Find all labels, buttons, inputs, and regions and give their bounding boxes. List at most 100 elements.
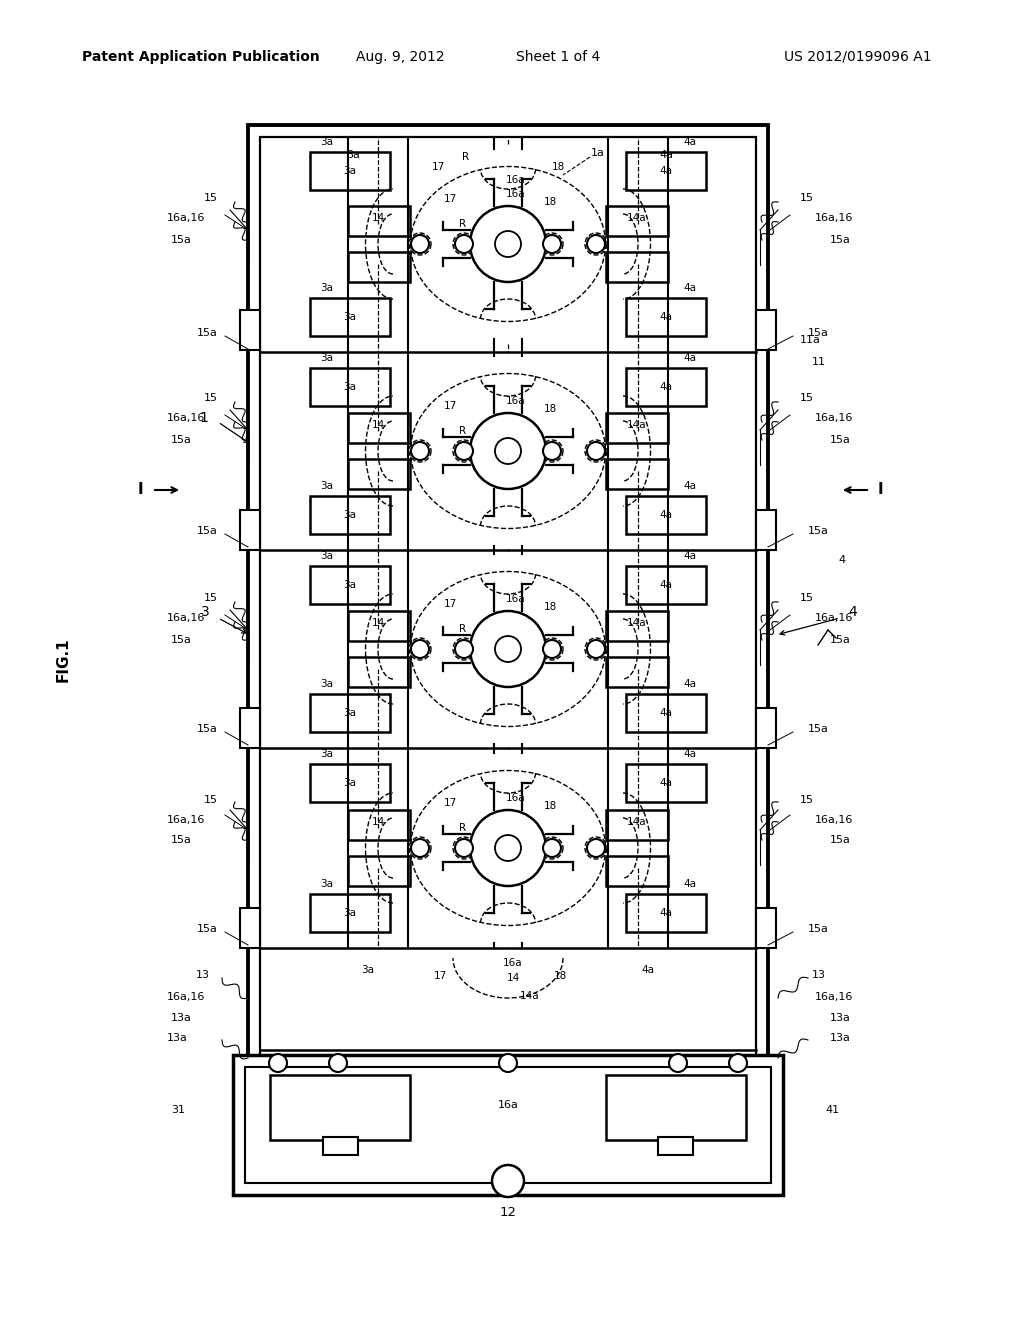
Text: 15a: 15a <box>198 723 218 734</box>
Text: 3a: 3a <box>343 166 356 176</box>
Text: 4a: 4a <box>683 282 696 293</box>
Text: 3a: 3a <box>319 748 333 759</box>
Text: 3a: 3a <box>319 879 333 888</box>
Bar <box>348 459 410 488</box>
Circle shape <box>729 1053 746 1072</box>
Bar <box>240 510 260 550</box>
Text: 17: 17 <box>443 599 457 609</box>
Bar <box>348 810 410 840</box>
Bar <box>233 1055 783 1195</box>
Text: 18: 18 <box>544 404 557 414</box>
Text: FIG.1: FIG.1 <box>55 638 71 682</box>
Bar <box>310 152 390 190</box>
Circle shape <box>411 442 429 459</box>
Text: 4a: 4a <box>683 137 696 147</box>
Text: 13a: 13a <box>830 1012 851 1023</box>
Text: 3a: 3a <box>319 678 333 689</box>
Text: 16a,16: 16a,16 <box>815 993 853 1002</box>
Text: 16a,16: 16a,16 <box>167 213 205 223</box>
Text: 3a: 3a <box>343 579 356 590</box>
Bar <box>626 764 706 803</box>
Text: 3a: 3a <box>343 381 356 392</box>
Text: 3a: 3a <box>343 510 356 520</box>
Bar <box>323 1137 358 1155</box>
Text: 3a: 3a <box>319 480 333 491</box>
Text: 3a: 3a <box>343 708 356 718</box>
Text: 14a: 14a <box>627 817 647 828</box>
Text: 15: 15 <box>800 593 814 603</box>
Text: 15: 15 <box>800 193 814 203</box>
Circle shape <box>587 840 605 857</box>
Bar <box>348 611 410 642</box>
Bar <box>658 1137 693 1155</box>
Bar <box>756 310 776 350</box>
Text: 4a: 4a <box>659 908 673 917</box>
Text: 17: 17 <box>443 799 457 808</box>
Text: 15a: 15a <box>171 836 193 845</box>
Text: 3a: 3a <box>361 965 375 975</box>
Text: 17: 17 <box>443 194 457 205</box>
Text: 3a: 3a <box>343 777 356 788</box>
Text: 3a: 3a <box>319 550 333 561</box>
Text: 15a: 15a <box>830 235 851 246</box>
Text: 13a: 13a <box>171 1012 193 1023</box>
Circle shape <box>495 836 521 861</box>
Text: 16a,16: 16a,16 <box>815 612 853 623</box>
Bar <box>245 1067 771 1183</box>
Text: 15: 15 <box>204 593 218 603</box>
Text: 18: 18 <box>544 801 557 810</box>
Bar <box>310 894 390 932</box>
Text: 1a: 1a <box>591 148 605 158</box>
Text: 14: 14 <box>372 817 385 828</box>
Text: 4a: 4a <box>659 166 673 176</box>
Text: 3a: 3a <box>319 137 333 147</box>
Text: 4a: 4a <box>659 777 673 788</box>
Text: 16a,16: 16a,16 <box>815 814 853 825</box>
Bar <box>348 252 410 282</box>
Text: 16a: 16a <box>503 958 523 968</box>
Text: 4a: 4a <box>659 708 673 718</box>
Circle shape <box>455 840 473 857</box>
Text: 16a: 16a <box>506 793 525 803</box>
Text: 15a: 15a <box>830 635 851 645</box>
Text: 3a: 3a <box>343 312 356 322</box>
Text: 4a: 4a <box>659 381 673 392</box>
Text: 4a: 4a <box>641 965 654 975</box>
Bar <box>310 496 390 535</box>
Bar <box>626 694 706 733</box>
Text: 4: 4 <box>838 554 845 565</box>
Circle shape <box>669 1053 687 1072</box>
Text: 15a: 15a <box>808 525 828 536</box>
Bar <box>606 657 668 686</box>
Bar <box>270 1074 410 1140</box>
Circle shape <box>495 231 521 257</box>
Circle shape <box>499 1053 517 1072</box>
Circle shape <box>587 640 605 657</box>
Text: 16a,16: 16a,16 <box>167 814 205 825</box>
Text: 11a: 11a <box>800 335 821 345</box>
Bar <box>756 708 776 748</box>
Bar <box>310 566 390 605</box>
Bar <box>348 657 410 686</box>
Bar <box>240 708 260 748</box>
Text: 31: 31 <box>171 1105 185 1115</box>
Text: R: R <box>460 219 467 228</box>
Text: 16a,16: 16a,16 <box>167 993 205 1002</box>
Bar <box>606 810 668 840</box>
Bar <box>626 496 706 535</box>
Text: US 2012/0199096 A1: US 2012/0199096 A1 <box>784 50 932 63</box>
Bar <box>626 152 706 190</box>
Circle shape <box>411 235 429 253</box>
Bar <box>310 368 390 407</box>
Circle shape <box>470 206 546 282</box>
Text: 4: 4 <box>848 605 857 619</box>
Text: 17: 17 <box>433 972 446 981</box>
Bar <box>756 510 776 550</box>
Text: R: R <box>460 822 467 833</box>
Text: 13: 13 <box>196 970 210 979</box>
Bar <box>606 611 668 642</box>
Circle shape <box>543 235 561 253</box>
Text: 16a: 16a <box>506 396 525 407</box>
Text: 18: 18 <box>544 602 557 612</box>
Circle shape <box>269 1053 287 1072</box>
